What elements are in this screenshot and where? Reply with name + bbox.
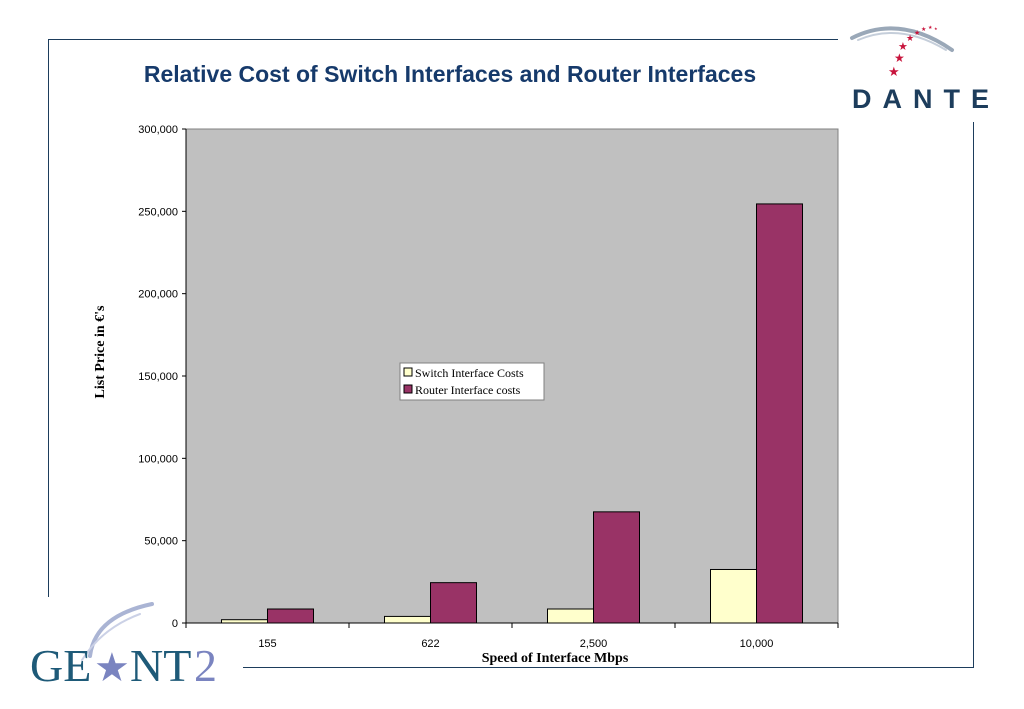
geant2-logo: GE ★ NT 2 — [20, 598, 235, 693]
legend: Switch Interface Costs Router Interface c… — [399, 362, 545, 401]
y-tick-label: 100,000 — [138, 453, 178, 465]
svg-text:★: ★ — [928, 25, 933, 31]
svg-text:★: ★ — [888, 65, 900, 80]
svg-text:★: ★ — [934, 26, 938, 31]
bar-switch-2 — [547, 608, 594, 624]
x-tick-label: 2,500 — [580, 638, 608, 650]
svg-text:★: ★ — [906, 34, 914, 44]
y-tick-label: 50,000 — [144, 536, 178, 548]
bar-router-1 — [430, 582, 477, 624]
dante-logo: ★ ★ ★ ★ ★ ★ ★ ★ DANTE — [840, 16, 1010, 116]
x-tick-label: 155 — [258, 638, 276, 650]
y-tick-label: 300,000 — [138, 124, 178, 136]
x-tick-label: 622 — [421, 638, 439, 650]
chart-title: Relative Cost of Switch Interfaces and R… — [143, 61, 757, 87]
bar-switch-3 — [710, 568, 757, 624]
bar-router-3 — [756, 203, 803, 624]
frame-line-right — [973, 122, 974, 668]
legend-swatch — [403, 367, 413, 377]
frame-line-top — [48, 39, 838, 40]
bar-router-2 — [593, 511, 640, 624]
legend-box — [399, 362, 545, 401]
x-tick-label: 10,000 — [740, 638, 774, 650]
svg-text:NT: NT — [130, 640, 191, 691]
svg-text:★: ★ — [898, 40, 908, 53]
bars-group — [221, 203, 803, 624]
y-axis: 0 50,000 100,000 150,000 200,000 250,000 300,0… — [138, 124, 187, 630]
svg-text:★: ★ — [94, 645, 130, 691]
dante-logo-text: DANTE — [852, 84, 1000, 114]
svg-text:2: 2 — [194, 640, 217, 691]
svg-text:★: ★ — [921, 26, 926, 33]
x-axis-label: Speed of Interface Mbps — [482, 651, 629, 666]
svg-text:GE: GE — [30, 640, 91, 691]
frame-line-bottom — [243, 667, 974, 668]
y-tick-label: 250,000 — [138, 206, 178, 218]
frame-line-left — [48, 39, 49, 597]
svg-text:★: ★ — [894, 51, 905, 65]
bar-router-0 — [267, 608, 314, 624]
legend-label: Router Interface costs — [415, 383, 521, 397]
y-tick-label: 200,000 — [138, 289, 178, 301]
geant2-logo-graphic: GE ★ NT 2 — [30, 602, 217, 691]
bar-switch-1 — [384, 615, 431, 624]
x-axis: 155 622 2,500 10,000 — [185, 622, 839, 650]
y-tick-label: 0 — [172, 618, 178, 630]
dante-logo-graphic: ★ ★ ★ ★ ★ ★ ★ ★ DANTE — [850, 25, 1000, 114]
legend-label: Switch Interface Costs — [415, 366, 524, 380]
legend-swatch — [403, 384, 413, 394]
svg-text:★: ★ — [914, 29, 920, 37]
y-tick-label: 150,000 — [138, 371, 178, 383]
y-axis-label: List Price in €'s — [93, 305, 108, 398]
